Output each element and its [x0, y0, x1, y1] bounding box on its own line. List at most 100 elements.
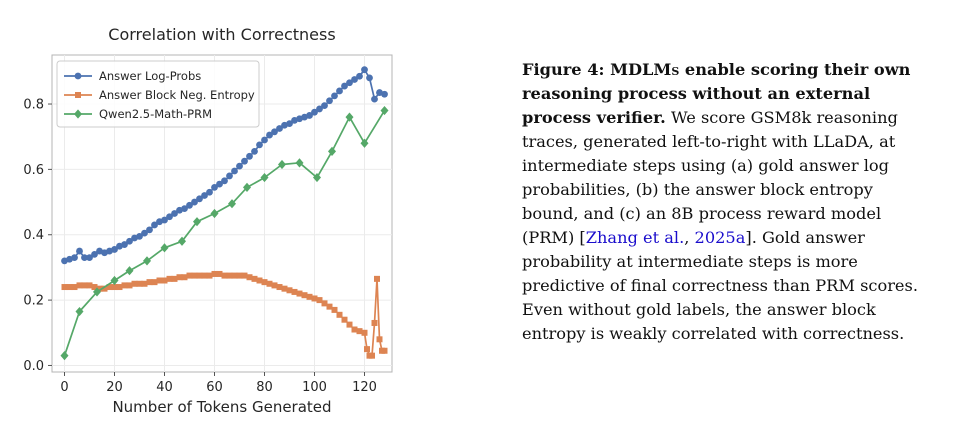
data-point	[176, 274, 183, 281]
data-point	[71, 254, 78, 262]
data-point	[369, 352, 375, 359]
data-point	[141, 280, 148, 287]
data-point	[60, 351, 69, 361]
data-point	[371, 95, 378, 103]
data-point	[231, 272, 238, 279]
data-point	[186, 201, 193, 209]
data-point	[75, 306, 84, 317]
correlation-chart: 0 20 40 60 80 100 120 0.0 0.2 0.4 0.6 0.8 Correlati…	[23, 25, 393, 416]
data-point	[380, 105, 389, 116]
data-point	[278, 159, 286, 170]
data-point	[371, 319, 378, 326]
data-point	[246, 152, 253, 160]
data-point	[211, 183, 218, 191]
data-point	[341, 316, 348, 323]
data-point	[341, 82, 348, 90]
citation-link-authors[interactable]: Zhang et al.	[585, 228, 685, 247]
data-point	[61, 284, 68, 291]
data-point	[241, 272, 248, 279]
data-point	[206, 188, 213, 196]
data-point	[261, 136, 268, 144]
series-qwen2-5-math-prm	[60, 105, 389, 361]
data-point	[260, 172, 269, 183]
y-tick-label: 0.8	[23, 98, 44, 113]
data-point	[101, 285, 108, 292]
x-tick-label: 40	[156, 380, 173, 395]
data-point	[146, 279, 153, 286]
data-point	[313, 172, 321, 183]
data-point	[146, 226, 153, 234]
data-point	[256, 277, 263, 284]
data-point	[328, 146, 336, 157]
legend-marker	[74, 109, 82, 119]
data-point	[221, 272, 228, 279]
x-tick-label: 60	[206, 380, 223, 395]
data-point	[106, 284, 113, 291]
data-point	[125, 266, 134, 276]
data-point	[91, 250, 98, 258]
caption-bold-prefix: Figure 4:	[522, 60, 611, 79]
data-point	[331, 306, 338, 313]
data-point	[156, 277, 163, 284]
data-point	[116, 284, 123, 291]
legend-marker	[74, 72, 82, 80]
data-point	[121, 241, 128, 248]
data-point	[201, 192, 208, 199]
data-point	[361, 329, 368, 336]
data-point	[216, 270, 223, 277]
data-point	[151, 221, 158, 229]
data-point	[311, 108, 318, 116]
data-point	[160, 243, 169, 253]
series-group	[60, 66, 389, 361]
y-tick-label: 0.2	[23, 294, 44, 309]
data-point	[286, 287, 293, 294]
data-point	[151, 279, 158, 286]
data-point	[161, 216, 168, 224]
data-point	[96, 285, 103, 292]
data-point	[66, 284, 73, 291]
data-point	[271, 128, 278, 136]
data-point	[126, 282, 133, 289]
data-point	[110, 275, 119, 286]
data-point	[71, 284, 78, 291]
data-point	[266, 131, 273, 139]
citation-link-year[interactable]: 2025a	[694, 228, 746, 247]
data-point	[243, 182, 251, 192]
data-point	[246, 274, 253, 281]
data-point	[191, 272, 198, 279]
x-axis-label: Number of Tokens Generated	[112, 398, 331, 416]
data-point	[171, 210, 178, 217]
caption-text-1: We score	[665, 108, 751, 127]
data-point	[311, 295, 318, 302]
data-point	[76, 247, 83, 255]
data-point	[191, 198, 198, 206]
data-point	[316, 105, 323, 113]
data-point	[261, 279, 268, 286]
data-point	[236, 272, 243, 279]
data-point	[143, 256, 151, 266]
data-point	[360, 138, 369, 148]
data-point	[81, 282, 88, 289]
data-point	[351, 326, 358, 333]
caption-text-3: ]. Gold answer probability at intermedia…	[522, 228, 918, 343]
data-point	[181, 205, 188, 212]
data-point	[196, 272, 203, 279]
data-point	[76, 282, 83, 289]
data-point	[356, 328, 363, 335]
data-point	[364, 346, 370, 353]
data-point	[131, 280, 138, 287]
data-point	[331, 92, 338, 100]
caption-text-gsm: GSM	[750, 108, 792, 127]
data-point	[291, 288, 298, 295]
data-point	[296, 290, 303, 297]
legend: Answer Log-Probs Answer Block Neg. Entrop…	[56, 60, 260, 128]
data-point	[178, 236, 186, 246]
data-point	[93, 287, 101, 297]
data-point	[336, 311, 343, 318]
data-point	[211, 270, 218, 277]
data-point	[381, 90, 388, 98]
caption-text-2: 8k reasoning traces, generated left-to-r…	[522, 108, 898, 247]
data-point	[186, 272, 193, 279]
data-point	[286, 120, 293, 128]
data-point	[201, 272, 208, 279]
